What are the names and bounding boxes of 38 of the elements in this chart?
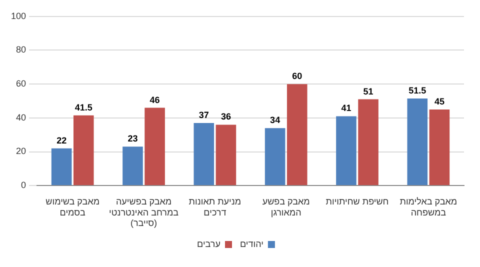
y-tick-label: 0	[21, 180, 26, 190]
bar	[144, 108, 165, 186]
bar	[407, 98, 428, 186]
data-label: 37	[198, 110, 209, 120]
x-tick-label: מאבק בשימוש בסמים	[46, 196, 100, 218]
bar	[216, 124, 236, 186]
y-tick-label: 40	[16, 112, 26, 122]
data-label: 45	[434, 96, 444, 106]
y-tick-label: 100	[10, 10, 26, 21]
data-label: 36	[220, 112, 231, 122]
data-label: 41.5	[74, 102, 92, 112]
data-label: 60	[292, 71, 302, 82]
bar	[194, 122, 214, 186]
data-label: 51.5	[408, 85, 426, 96]
x-tick-label: מאבק בפשיעה במרחב האינטרנטי (סייבר)	[109, 196, 180, 228]
data-label: 51	[363, 86, 374, 96]
y-tick-label: 20	[16, 146, 26, 156]
bar	[336, 116, 356, 186]
data-label: 41	[341, 103, 352, 114]
legend-label: ערבים	[197, 238, 220, 249]
legend-label: יהודים	[240, 238, 264, 249]
bar	[51, 148, 72, 186]
bar	[73, 115, 94, 186]
y-tick-label: 60	[16, 78, 26, 89]
data-label: 34	[270, 115, 280, 126]
y-tick-label: 80	[16, 44, 26, 55]
x-tick-label: חשיפת שחיתויות	[326, 196, 389, 206]
x-tick-label: מניעת תאונות דרכים	[188, 196, 242, 218]
bar	[122, 146, 143, 186]
bar	[429, 109, 450, 186]
bar	[264, 128, 286, 186]
data-label: 46	[150, 94, 160, 105]
bar	[286, 84, 308, 186]
x-tick-label: מאבק בפשע המאורגן	[262, 196, 310, 218]
data-label: 22	[56, 135, 67, 146]
data-label: 23	[128, 134, 138, 144]
x-tick-label: מאבק באלימות במשפחה	[400, 196, 458, 218]
bar	[358, 99, 378, 186]
